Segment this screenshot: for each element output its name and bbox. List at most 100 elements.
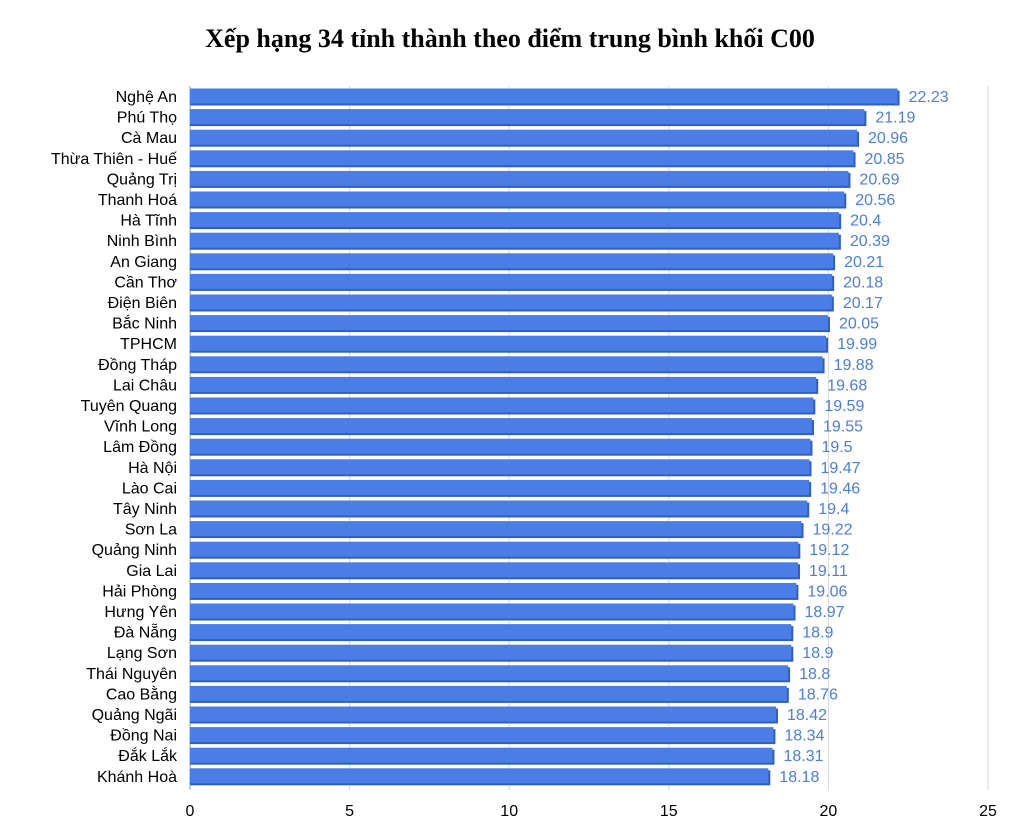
bar: [190, 335, 827, 351]
category-label: Cần Thơ: [114, 274, 177, 291]
bar: [190, 88, 898, 104]
value-label: 18.34: [784, 728, 824, 745]
category-label: Vĩnh Long: [104, 419, 177, 436]
category-label: An Giang: [110, 254, 177, 271]
bar: [190, 294, 832, 310]
x-axis-ticks: 0 5 10 15 20 25: [186, 803, 997, 820]
bar: [190, 191, 845, 207]
bars: [190, 88, 900, 786]
bar: [190, 479, 810, 495]
bar: [190, 109, 865, 125]
value-label: 19.99: [837, 336, 877, 353]
value-label: 20.05: [839, 316, 879, 333]
bar: [190, 727, 774, 743]
bar: [190, 582, 797, 598]
bar: [190, 521, 802, 537]
value-label: 19.22: [813, 522, 853, 539]
value-label: 19.5: [821, 439, 852, 456]
category-label: Quảng Trị: [107, 171, 177, 188]
category-label: Đồng Nai: [110, 728, 177, 745]
category-label: Nghệ An: [116, 89, 177, 106]
category-label: Đồng Tháp: [98, 357, 177, 374]
category-label: Tuyên Quang: [81, 398, 177, 415]
bar: [190, 170, 849, 186]
category-label: Lâm Đồng: [103, 439, 177, 456]
bar: [190, 644, 792, 660]
category-label: Quảng Ninh: [92, 542, 177, 559]
category-label: Ninh Bình: [107, 233, 177, 250]
bar: [190, 768, 769, 784]
bar: [190, 603, 794, 619]
value-label: 20.17: [843, 295, 883, 312]
bar: [190, 500, 808, 516]
x-tick-label: 5: [345, 803, 354, 820]
value-label: 19.4: [818, 501, 849, 518]
value-label: 20.69: [859, 171, 899, 188]
category-label: Thừa Thiên - Huế: [51, 151, 177, 168]
chart-title: Xếp hạng 34 tỉnh thành theo điểm trung b…: [205, 24, 815, 53]
x-tick-label: 20: [820, 803, 838, 820]
value-label: 20.96: [868, 130, 908, 147]
value-label: 18.42: [787, 707, 827, 724]
bar: [190, 212, 840, 228]
category-label: Sơn La: [125, 522, 177, 539]
bar: [190, 418, 813, 434]
value-label: 19.88: [834, 357, 874, 374]
category-label: Hà Tĩnh: [120, 213, 177, 230]
category-label: Tây Ninh: [113, 501, 177, 518]
value-label: 18.31: [783, 748, 823, 765]
category-label: Lào Cai: [122, 480, 177, 497]
category-label: Hà Nội: [128, 460, 177, 477]
bar: [190, 706, 776, 722]
value-label: 20.21: [844, 254, 884, 271]
category-label: Thanh Hoá: [98, 192, 177, 209]
category-label: Bắc Ninh: [112, 314, 177, 333]
value-label: 20.18: [843, 274, 883, 291]
bar: [190, 685, 787, 701]
category-label: Đà Nẵng: [114, 623, 177, 642]
bar: [190, 273, 833, 289]
value-label: 20.56: [855, 192, 895, 209]
category-label: Thái Nguyên: [86, 666, 177, 683]
value-label: 20.85: [865, 151, 905, 168]
bar: [190, 747, 773, 763]
value-label: 19.68: [827, 377, 867, 394]
bar: [190, 665, 789, 681]
bar: [190, 438, 811, 454]
bar: [190, 624, 792, 640]
value-label: 19.55: [823, 419, 863, 436]
value-label: 21.19: [875, 110, 915, 127]
category-label: Hải Phòng: [102, 583, 177, 600]
bar: [190, 315, 828, 331]
category-label: Gia Lai: [126, 563, 177, 580]
value-label: 19.59: [824, 398, 864, 415]
bar: [190, 459, 810, 475]
category-label: TPHCM: [120, 336, 177, 353]
bar: [190, 253, 834, 269]
category-label: Phú Thọ: [117, 110, 177, 127]
value-label: 18.8: [799, 666, 830, 683]
value-label: 22.23: [909, 89, 949, 106]
bar: [190, 232, 839, 248]
category-label: Điện Biên: [108, 295, 177, 312]
x-tick-label: 25: [979, 803, 997, 820]
value-label: 19.46: [820, 480, 860, 497]
bar: [190, 541, 799, 557]
bar: [190, 129, 858, 145]
x-tick-label: 0: [186, 803, 195, 820]
value-label: 19.06: [807, 583, 847, 600]
value-label: 19.11: [809, 563, 848, 580]
bar: [190, 562, 798, 578]
bar: [190, 150, 854, 166]
category-label: Cà Mau: [121, 130, 177, 147]
value-label: 18.97: [805, 604, 845, 621]
value-label: 19.12: [809, 542, 849, 559]
category-label: Lạng Sơn: [107, 645, 177, 662]
x-tick-label: 10: [500, 803, 518, 820]
value-label: 18.76: [798, 686, 838, 703]
bar: [190, 356, 823, 372]
value-label: 18.18: [779, 769, 819, 786]
bar: [190, 397, 814, 413]
x-tick-label: 15: [660, 803, 678, 820]
